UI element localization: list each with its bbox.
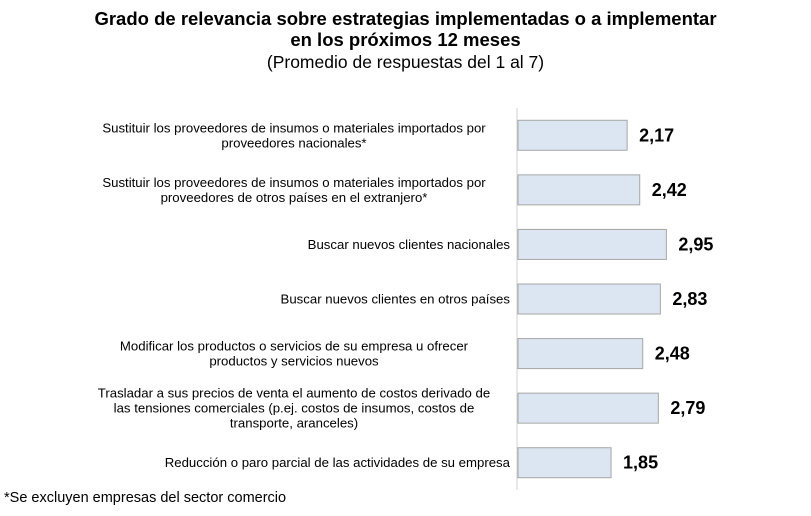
bar-2: [517, 174, 641, 206]
category-label-3: Buscar nuevos clientes nacionales: [308, 237, 511, 252]
value-label-5: 2,48: [655, 344, 690, 364]
bar-7: [517, 447, 612, 479]
chart-title: Grado de relevancia sobre estrategias im…: [0, 8, 811, 50]
bar-1: [517, 119, 628, 151]
category-label-3-line-1: Buscar nuevos clientes nacionales: [308, 237, 511, 252]
category-label-6-line-3: transporte, aranceles): [230, 416, 358, 431]
chart-subtitle: (Promedio de respuestas del 1 al 7): [266, 52, 545, 72]
category-label-2-line-1: Sustituir los proveedores de insumos o m…: [102, 175, 486, 190]
category-label-1-line-2: proveedores nacionales*: [221, 135, 366, 150]
category-label-5-line-1: Modificar los productos o servicios de s…: [120, 339, 469, 354]
category-label-1-line-1: Sustituir los proveedores de insumos o m…: [102, 120, 486, 135]
category-label-6-line-2: las tensiones comerciales (p.ej. costos …: [114, 401, 475, 416]
category-label-2: Sustituir los proveedores de insumos o m…: [102, 175, 486, 205]
category-label-6: Trasladar a sus precios de venta el aume…: [98, 386, 490, 431]
category-label-6-line-1: Trasladar a sus precios de venta el aume…: [98, 386, 490, 401]
category-label-2-line-2: proveedores de otros países en el extran…: [161, 190, 428, 205]
footnote: *Se excluyen empresas del sector comerci…: [4, 490, 287, 506]
category-label-4-line-1: Buscar nuevos clientes en otros países: [281, 292, 511, 307]
category-label-5: Modificar los productos o servicios de s…: [120, 339, 469, 369]
value-label-3: 2,95: [678, 234, 713, 254]
value-label-2: 2,42: [652, 180, 687, 200]
category-label-1: Sustituir los proveedores de insumos o m…: [102, 120, 486, 150]
bar-4: [517, 283, 661, 315]
category-label-5-line-2: productos y servicios nuevos: [209, 354, 379, 369]
category-label-4: Buscar nuevos clientes en otros países: [281, 292, 511, 307]
category-label-7-line-1: Reducción o paro parcial de las activida…: [165, 455, 511, 470]
bar-5: [517, 338, 644, 370]
value-label-4: 2,83: [672, 289, 707, 309]
value-label-1: 2,17: [639, 125, 674, 145]
chart-title-line-1: Grado de relevancia sobre estrategias im…: [94, 8, 717, 29]
value-label-7: 1,85: [623, 453, 658, 473]
bar-3: [517, 228, 667, 260]
bar-6: [517, 392, 659, 424]
chart-title-line-2: en los próximos 12 meses: [290, 29, 521, 50]
value-label-6: 2,79: [670, 398, 705, 418]
category-label-7: Reducción o paro parcial de las activida…: [165, 455, 511, 470]
